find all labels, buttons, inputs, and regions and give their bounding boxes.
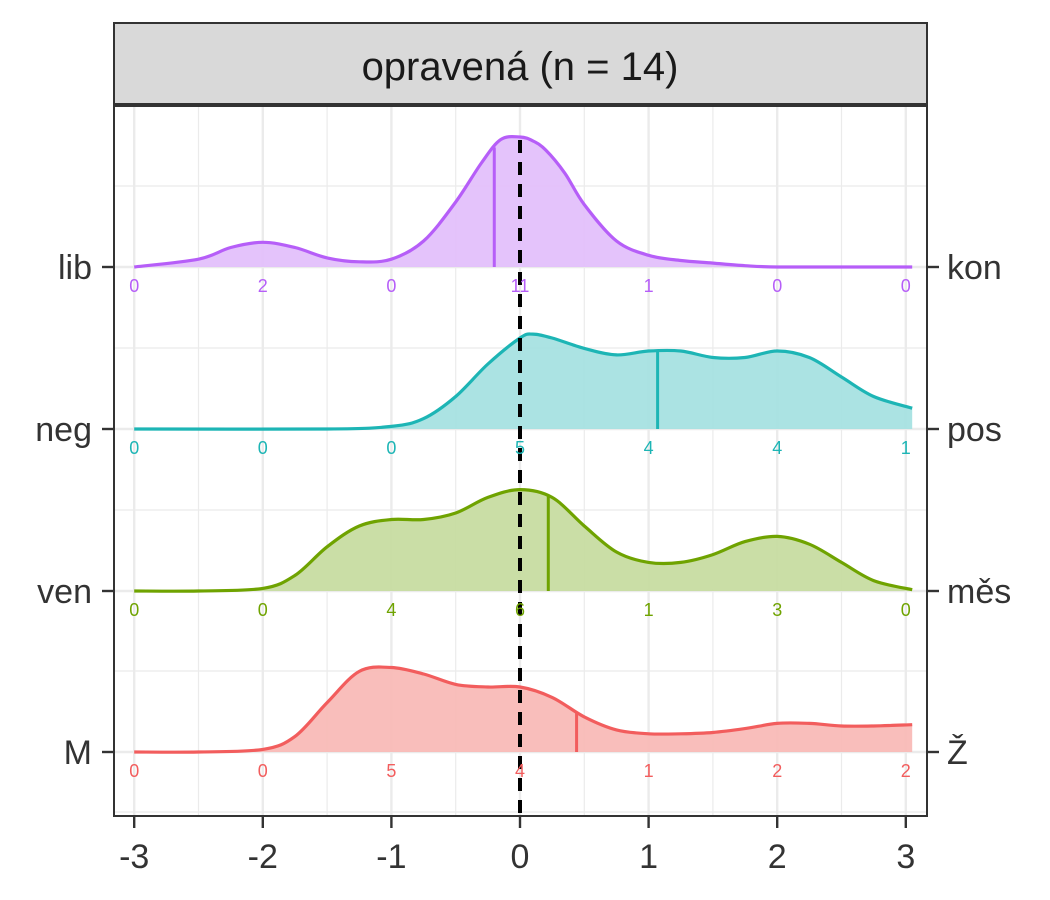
ridge-lib: [134, 135, 913, 269]
count-label: 0: [386, 438, 396, 458]
x-axis-tick-label: 3: [896, 838, 915, 876]
x-axis-tick-label: -2: [248, 838, 278, 876]
count-label: 4: [644, 438, 654, 458]
ridge-M: [134, 665, 913, 754]
density-line-M: [134, 665, 913, 754]
density-area-neg: [134, 333, 913, 430]
count-label: 11: [511, 276, 530, 296]
ridge-ven: [134, 487, 913, 593]
right-axis-label: měs: [947, 573, 1011, 611]
left-axis-label: neg: [35, 411, 92, 449]
count-label: 1: [901, 438, 911, 458]
x-axis-tick-label: 2: [768, 838, 787, 876]
axes: lib kon neg pos ven měs M Ž -3 -2 -1 0 1 2 3: [35, 249, 1011, 876]
count-label: 1: [644, 761, 654, 781]
count-label: 0: [129, 600, 139, 620]
count-label: 0: [258, 438, 268, 458]
count-label: 1: [644, 600, 654, 620]
count-label: 4: [515, 761, 525, 781]
count-label: 2: [258, 276, 268, 296]
left-axis-label: M: [64, 734, 92, 772]
count-label: 0: [129, 276, 139, 296]
count-label: 0: [258, 600, 268, 620]
panel-strip-background: [113, 22, 928, 105]
count-label: 2: [772, 761, 782, 781]
density-line-lib: [134, 135, 913, 269]
panel-title: opravená (n = 14): [362, 45, 679, 89]
density-area-M: [134, 667, 913, 753]
count-label: 5: [386, 761, 396, 781]
count-label: 0: [772, 276, 782, 296]
right-axis-label: Ž: [947, 734, 968, 772]
panel-strip: opravená (n = 14): [113, 22, 928, 105]
x-axis-tick-label: 0: [511, 838, 530, 876]
count-label: 0: [129, 761, 139, 781]
count-label: 0: [901, 276, 911, 296]
density-ridges: [134, 135, 913, 754]
x-axis-tick-label: -1: [376, 838, 406, 876]
density-area-lib: [134, 136, 913, 268]
count-label: 1: [644, 276, 654, 296]
count-label: 0: [901, 600, 911, 620]
right-axis-label: pos: [947, 411, 1002, 449]
count-label: 5: [515, 438, 525, 458]
density-line-neg: [134, 332, 913, 431]
density-line-ven: [134, 487, 913, 593]
density-area-ven: [134, 489, 913, 592]
x-axis-tick-label: 1: [639, 838, 658, 876]
right-axis-label: kon: [947, 249, 1002, 287]
count-label: 2: [901, 761, 911, 781]
count-label: 0: [129, 438, 139, 458]
count-label: 0: [258, 761, 268, 781]
x-axis-tick-label: -3: [119, 838, 149, 876]
count-label: 3: [772, 600, 782, 620]
count-label: 0: [386, 276, 396, 296]
count-label: 4: [772, 438, 782, 458]
count-label: 4: [386, 600, 396, 620]
left-axis-label: lib: [58, 249, 92, 287]
ridge-neg: [134, 332, 913, 431]
left-axis-label: ven: [37, 573, 92, 611]
count-labels: 0 2 0 11 1 0 00 0 0 5 4 4 10 0 4 6 1 3 00 0 5 4 1 2 2: [129, 276, 911, 781]
count-label: 6: [515, 600, 525, 620]
